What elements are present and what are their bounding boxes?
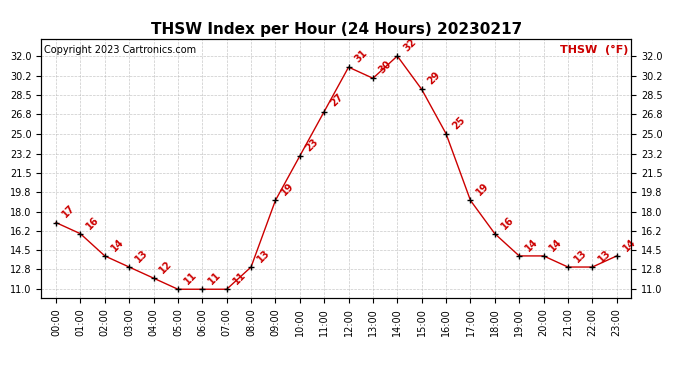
- Text: 14: 14: [548, 237, 564, 253]
- Text: 11: 11: [231, 270, 248, 286]
- Text: 32: 32: [402, 37, 418, 53]
- Text: 27: 27: [328, 92, 345, 109]
- Text: 14: 14: [524, 237, 540, 253]
- Text: 16: 16: [499, 214, 515, 231]
- Text: 13: 13: [133, 248, 150, 264]
- Text: 14: 14: [109, 237, 126, 253]
- Text: THSW  (°F): THSW (°F): [560, 45, 629, 55]
- Text: 14: 14: [621, 237, 638, 253]
- Text: 25: 25: [451, 114, 467, 131]
- Text: 17: 17: [60, 203, 77, 220]
- Text: 11: 11: [206, 270, 223, 286]
- Text: 12: 12: [158, 259, 175, 275]
- Text: 13: 13: [572, 248, 589, 264]
- Title: THSW Index per Hour (24 Hours) 20230217: THSW Index per Hour (24 Hours) 20230217: [150, 22, 522, 37]
- Text: 13: 13: [255, 248, 272, 264]
- Text: Copyright 2023 Cartronics.com: Copyright 2023 Cartronics.com: [44, 45, 197, 54]
- Text: 13: 13: [597, 248, 613, 264]
- Text: 16: 16: [85, 214, 101, 231]
- Text: 29: 29: [426, 70, 442, 87]
- Text: 31: 31: [353, 48, 369, 64]
- Text: 11: 11: [182, 270, 199, 286]
- Text: 19: 19: [475, 181, 491, 198]
- Text: 19: 19: [279, 181, 296, 198]
- Text: 23: 23: [304, 136, 321, 153]
- Text: 30: 30: [377, 59, 394, 75]
